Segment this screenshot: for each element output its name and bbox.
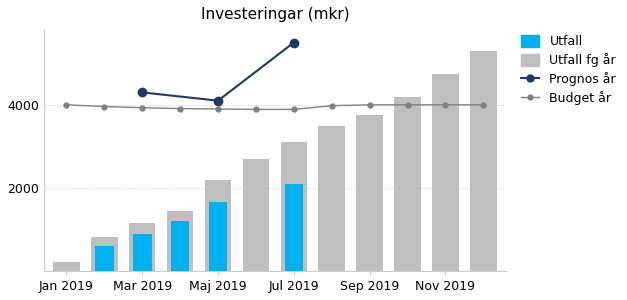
Legend: Utfall, Utfall fg år, Prognos år, Budget år: Utfall, Utfall fg år, Prognos år, Budget… [517, 32, 620, 109]
Bar [280, 142, 307, 271]
Bar [91, 237, 118, 271]
Bar [394, 97, 421, 271]
Bar [243, 159, 269, 271]
Bar [356, 115, 383, 271]
Bar [53, 262, 80, 271]
Bar [171, 221, 189, 271]
Bar [133, 234, 152, 271]
Title: Investeringar (mkr): Investeringar (mkr) [201, 7, 349, 22]
Bar [470, 51, 497, 271]
Bar [285, 184, 303, 271]
Bar [205, 180, 231, 271]
Bar [95, 246, 113, 271]
Bar [167, 211, 193, 271]
Bar [432, 74, 459, 271]
Bar [209, 202, 228, 271]
Bar [319, 126, 345, 271]
Bar [129, 223, 155, 271]
